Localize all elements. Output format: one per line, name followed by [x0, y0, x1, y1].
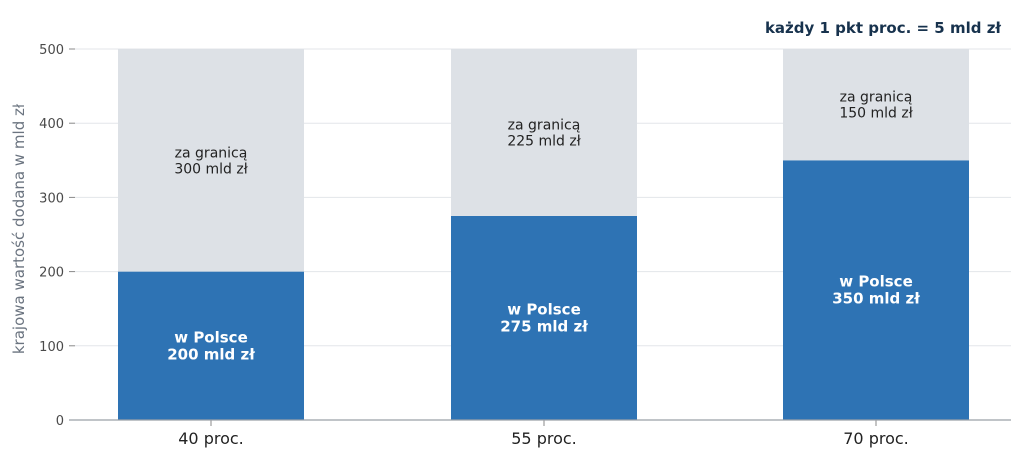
bar-segment-abroad: [118, 49, 304, 272]
scale-note: każdy 1 pkt proc. = 5 mld zł: [765, 19, 1001, 37]
bar-segment-abroad: [783, 49, 969, 161]
bar-segment-poland: [783, 160, 969, 421]
y-tick-label: 100: [39, 340, 64, 355]
x-tick-label: 40 proc.: [178, 429, 244, 448]
x-tick-label: 55 proc.: [511, 429, 577, 448]
data-label-abroad: 150 mld zł: [839, 106, 912, 122]
bar-segment-poland: [451, 215, 637, 420]
data-label-poland: 200 mld zł: [167, 345, 255, 363]
data-label-abroad: 300 mld zł: [174, 161, 247, 177]
y-tick-label: 0: [56, 414, 64, 429]
axes: 0 100 200 300 400 500 40 proc. 55 proc. 70 proc.: [39, 43, 1011, 448]
bar-segment-abroad: [451, 49, 637, 216]
x-tick-label: 70 proc.: [843, 429, 909, 448]
data-label-abroad: za granicą: [175, 145, 248, 161]
data-label-abroad: za granicą: [840, 90, 913, 106]
bar-segment-poland: [118, 271, 304, 420]
data-label-poland: w Polsce: [507, 300, 581, 318]
y-tick-label: 500: [39, 43, 64, 58]
data-label-poland: 275 mld zł: [500, 317, 588, 335]
y-tick-label: 200: [39, 266, 64, 281]
y-tick-label: 400: [39, 117, 64, 132]
bars: [118, 49, 969, 421]
data-label-poland: w Polsce: [839, 273, 913, 291]
data-label-poland: w Polsce: [174, 328, 248, 346]
data-label-poland: 350 mld zł: [832, 290, 920, 308]
data-label-abroad: za granicą: [508, 117, 581, 133]
data-label-abroad: 225 mld zł: [507, 133, 580, 149]
y-axis-label: krajowa wartość dodana w mld zł: [10, 103, 28, 354]
y-tick-label: 300: [39, 191, 64, 206]
